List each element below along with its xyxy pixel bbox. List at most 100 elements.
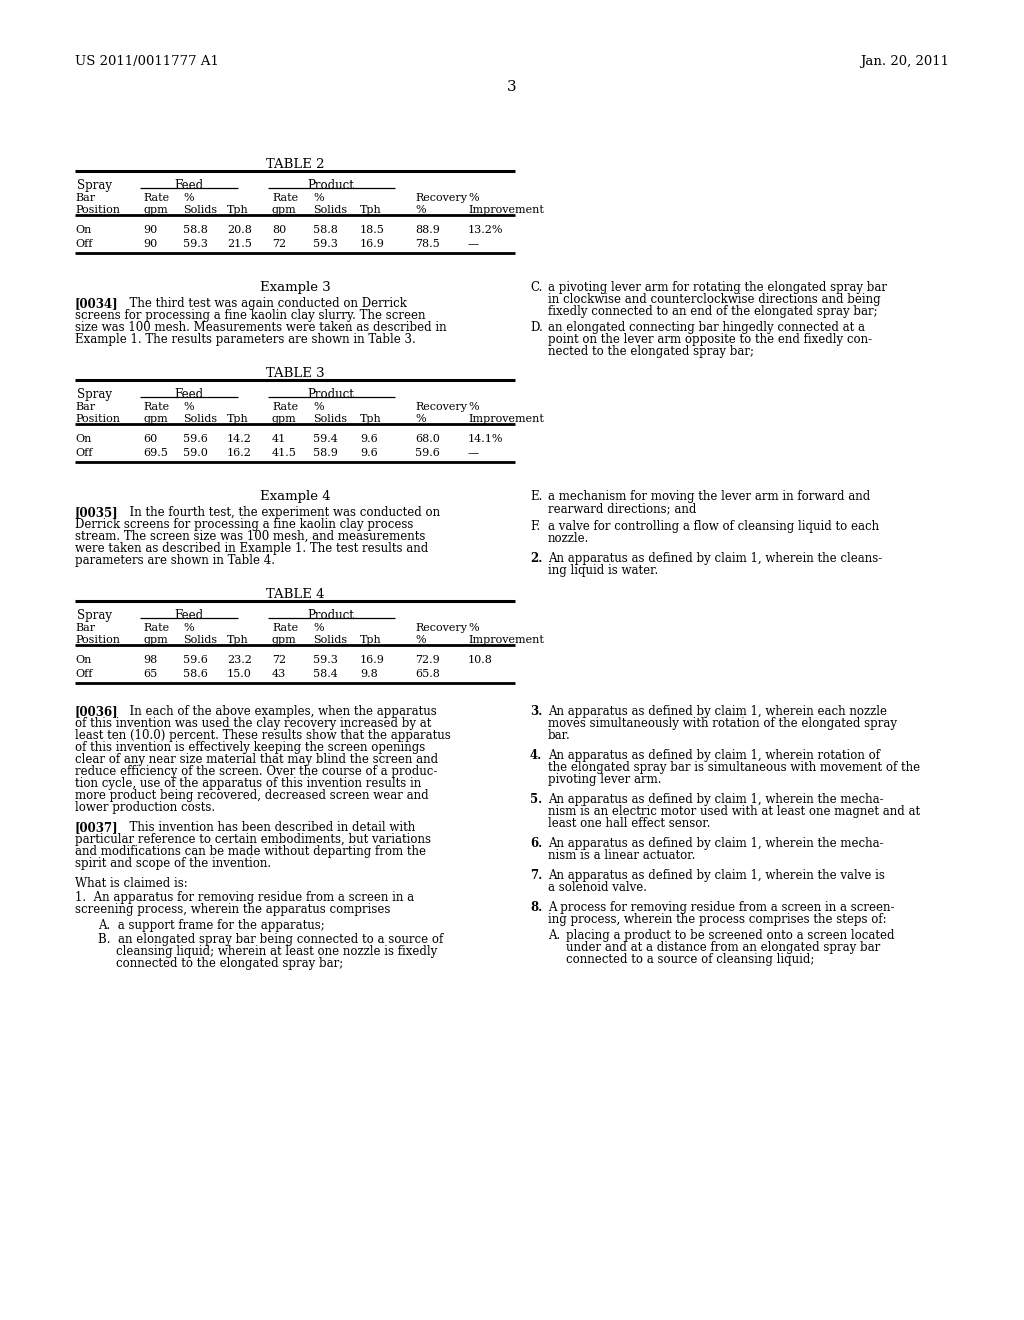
Text: size was 100 mesh. Measurements were taken as described in: size was 100 mesh. Measurements were tak… xyxy=(75,321,446,334)
Text: %: % xyxy=(183,623,194,634)
Text: An apparatus as defined by claim 1, wherein the cleans-: An apparatus as defined by claim 1, wher… xyxy=(548,552,883,565)
Text: Spray: Spray xyxy=(77,388,112,401)
Text: 58.8: 58.8 xyxy=(183,224,208,235)
Text: 88.9: 88.9 xyxy=(415,224,440,235)
Text: 5.: 5. xyxy=(530,793,543,807)
Text: 98: 98 xyxy=(143,655,158,665)
Text: spirit and scope of the invention.: spirit and scope of the invention. xyxy=(75,857,271,870)
Text: 14.2: 14.2 xyxy=(227,434,252,444)
Text: What is claimed is:: What is claimed is: xyxy=(75,876,187,890)
Text: Tph: Tph xyxy=(227,414,249,424)
Text: 72: 72 xyxy=(272,655,286,665)
Text: [0035]: [0035] xyxy=(75,506,119,519)
Text: fixedly connected to an end of the elongated spray bar;: fixedly connected to an end of the elong… xyxy=(548,305,878,318)
Text: nected to the elongated spray bar;: nected to the elongated spray bar; xyxy=(548,345,754,358)
Text: ing process, wherein the process comprises the steps of:: ing process, wherein the process compris… xyxy=(548,913,887,927)
Text: 15.0: 15.0 xyxy=(227,669,252,678)
Text: An apparatus as defined by claim 1, wherein the mecha-: An apparatus as defined by claim 1, wher… xyxy=(548,793,884,807)
Text: Recovery: Recovery xyxy=(415,193,467,203)
Text: In the fourth test, the experiment was conducted on: In the fourth test, the experiment was c… xyxy=(122,506,440,519)
Text: In each of the above examples, when the apparatus: In each of the above examples, when the … xyxy=(122,705,437,718)
Text: pivoting lever arm.: pivoting lever arm. xyxy=(548,774,662,785)
Text: 14.1%: 14.1% xyxy=(468,434,504,444)
Text: A.: A. xyxy=(548,929,560,942)
Text: Recovery: Recovery xyxy=(415,623,467,634)
Text: gpm: gpm xyxy=(143,205,168,215)
Text: —: — xyxy=(468,447,479,458)
Text: stream. The screen size was 100 mesh, and measurements: stream. The screen size was 100 mesh, an… xyxy=(75,531,425,543)
Text: placing a product to be screened onto a screen located: placing a product to be screened onto a … xyxy=(566,929,895,942)
Text: %: % xyxy=(468,623,478,634)
Text: gpm: gpm xyxy=(272,635,297,645)
Text: and modifications can be made without departing from the: and modifications can be made without de… xyxy=(75,845,426,858)
Text: 16.9: 16.9 xyxy=(360,655,385,665)
Text: An apparatus as defined by claim 1, wherein the valve is: An apparatus as defined by claim 1, wher… xyxy=(548,869,885,882)
Text: 18.5: 18.5 xyxy=(360,224,385,235)
Text: Rate: Rate xyxy=(272,623,298,634)
Text: Improvement: Improvement xyxy=(468,205,544,215)
Text: 58.9: 58.9 xyxy=(313,447,338,458)
Text: Solids: Solids xyxy=(183,414,217,424)
Text: Tph: Tph xyxy=(360,414,382,424)
Text: rearward directions; and: rearward directions; and xyxy=(548,502,696,515)
Text: Off: Off xyxy=(75,239,92,249)
Text: the elongated spray bar is simultaneous with movement of the: the elongated spray bar is simultaneous … xyxy=(548,762,921,774)
Text: On: On xyxy=(75,655,91,665)
Text: least ten (10.0) percent. These results show that the apparatus: least ten (10.0) percent. These results … xyxy=(75,729,451,742)
Text: An apparatus as defined by claim 1, wherein the mecha-: An apparatus as defined by claim 1, wher… xyxy=(548,837,884,850)
Text: %: % xyxy=(468,403,478,412)
Text: An apparatus as defined by claim 1, wherein each nozzle: An apparatus as defined by claim 1, wher… xyxy=(548,705,887,718)
Text: %: % xyxy=(415,635,426,645)
Text: —: — xyxy=(468,239,479,249)
Text: lower production costs.: lower production costs. xyxy=(75,801,215,814)
Text: 9.8: 9.8 xyxy=(360,669,378,678)
Text: clear of any near size material that may blind the screen and: clear of any near size material that may… xyxy=(75,752,438,766)
Text: 65: 65 xyxy=(143,669,158,678)
Text: 80: 80 xyxy=(272,224,287,235)
Text: This invention has been described in detail with: This invention has been described in det… xyxy=(122,821,416,834)
Text: 65.8: 65.8 xyxy=(415,669,440,678)
Text: Product: Product xyxy=(307,609,354,622)
Text: 3.: 3. xyxy=(530,705,543,718)
Text: Solids: Solids xyxy=(183,635,217,645)
Text: On: On xyxy=(75,434,91,444)
Text: Rate: Rate xyxy=(143,403,169,412)
Text: of this invention was used the clay recovery increased by at: of this invention was used the clay reco… xyxy=(75,717,431,730)
Text: screens for processing a fine kaolin clay slurry. The screen: screens for processing a fine kaolin cla… xyxy=(75,309,426,322)
Text: Jan. 20, 2011: Jan. 20, 2011 xyxy=(860,55,949,69)
Text: an elongated connecting bar hingedly connected at a: an elongated connecting bar hingedly con… xyxy=(548,321,865,334)
Text: 3: 3 xyxy=(507,81,517,94)
Text: nozzle.: nozzle. xyxy=(548,532,590,545)
Text: Derrick screens for processing a fine kaolin clay process: Derrick screens for processing a fine ka… xyxy=(75,517,414,531)
Text: 78.5: 78.5 xyxy=(415,239,439,249)
Text: Tph: Tph xyxy=(227,205,249,215)
Text: a valve for controlling a flow of cleansing liquid to each: a valve for controlling a flow of cleans… xyxy=(548,520,880,533)
Text: %: % xyxy=(415,205,426,215)
Text: US 2011/0011777 A1: US 2011/0011777 A1 xyxy=(75,55,219,69)
Text: 23.2: 23.2 xyxy=(227,655,252,665)
Text: 58.8: 58.8 xyxy=(313,224,338,235)
Text: Improvement: Improvement xyxy=(468,635,544,645)
Text: C.: C. xyxy=(530,281,543,294)
Text: Tph: Tph xyxy=(227,635,249,645)
Text: [0036]: [0036] xyxy=(75,705,119,718)
Text: 4.: 4. xyxy=(530,748,543,762)
Text: 59.0: 59.0 xyxy=(183,447,208,458)
Text: 59.3: 59.3 xyxy=(183,239,208,249)
Text: Position: Position xyxy=(75,205,120,215)
Text: Tph: Tph xyxy=(360,205,382,215)
Text: connected to the elongated spray bar;: connected to the elongated spray bar; xyxy=(116,957,343,970)
Text: 16.9: 16.9 xyxy=(360,239,385,249)
Text: Product: Product xyxy=(307,180,354,191)
Text: gpm: gpm xyxy=(143,414,168,424)
Text: 43: 43 xyxy=(272,669,287,678)
Text: %: % xyxy=(313,623,324,634)
Text: reduce efficiency of the screen. Over the course of a produc-: reduce efficiency of the screen. Over th… xyxy=(75,766,437,777)
Text: Rate: Rate xyxy=(272,403,298,412)
Text: Example 3: Example 3 xyxy=(260,281,331,294)
Text: Example 4: Example 4 xyxy=(260,490,331,503)
Text: A process for removing residue from a screen in a screen-: A process for removing residue from a sc… xyxy=(548,902,895,913)
Text: Bar: Bar xyxy=(75,193,95,203)
Text: 90: 90 xyxy=(143,239,158,249)
Text: 2.: 2. xyxy=(530,552,543,565)
